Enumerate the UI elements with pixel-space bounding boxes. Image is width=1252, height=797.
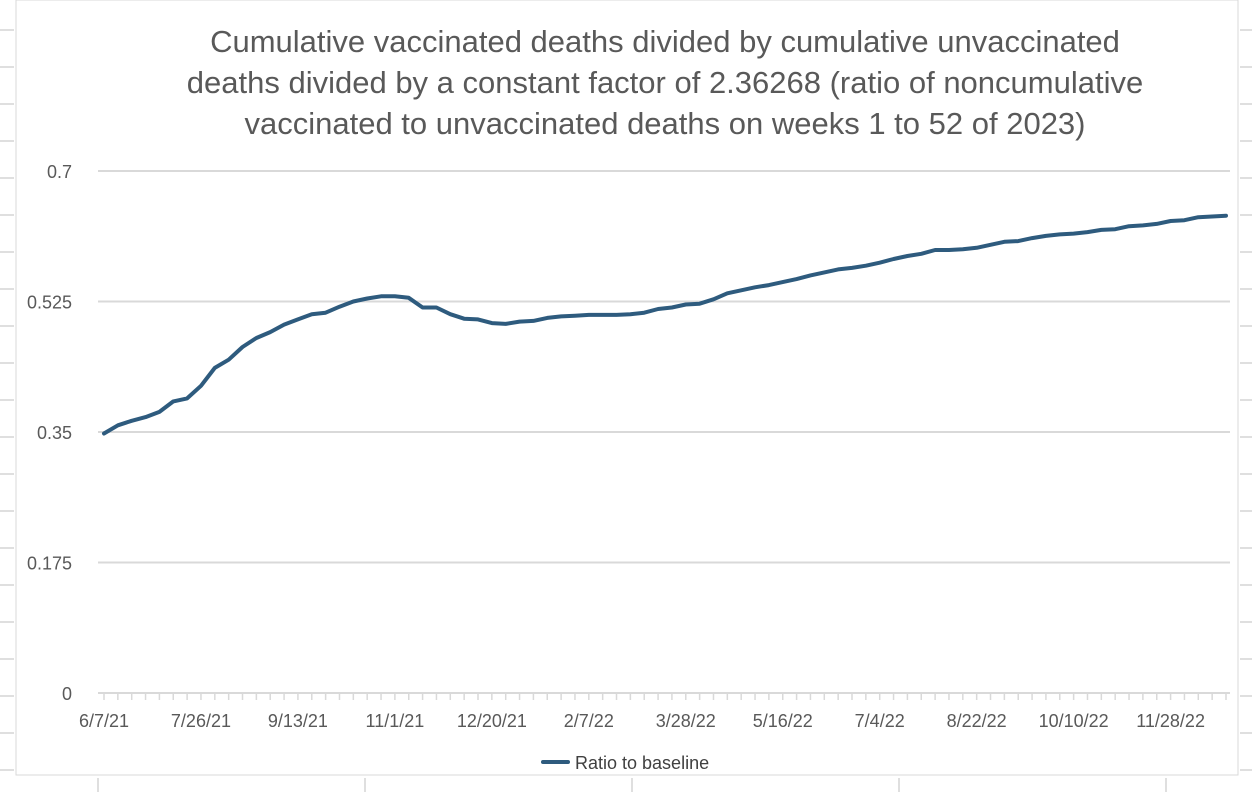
chart-title: Cumulative vaccinated deaths divided by … [187,24,1143,141]
x-tick-label: 7/4/22 [855,711,905,731]
x-tick-label: 10/10/22 [1039,711,1109,731]
x-tick-label: 7/26/21 [171,711,231,731]
x-tick-label: 9/13/21 [268,711,328,731]
chart-title-line-2: deaths divided by a constant factor of 2… [187,65,1143,100]
y-tick-label: 0 [62,684,72,704]
x-tick-label: 2/7/22 [564,711,614,731]
x-tick-label: 3/28/22 [656,711,716,731]
legend-label: Ratio to baseline [575,753,709,773]
x-tick-label: 11/28/22 [1136,711,1205,731]
x-tick-label: 6/7/21 [79,711,129,731]
y-tick-label: 0.525 [27,293,72,313]
x-tick-label: 8/22/22 [947,711,1007,731]
x-tick-label: 11/1/21 [366,711,425,731]
x-tick-label: 12/20/21 [457,711,527,731]
y-tick-label: 0.35 [37,423,72,443]
y-tick-label: 0.175 [27,554,72,574]
y-tick-label: 0.7 [47,162,72,182]
chart-title-line-3: vaccinated to unvaccinated deaths on wee… [244,106,1085,141]
chart-title-line-1: Cumulative vaccinated deaths divided by … [210,24,1120,59]
x-tick-label: 5/16/22 [753,711,813,731]
